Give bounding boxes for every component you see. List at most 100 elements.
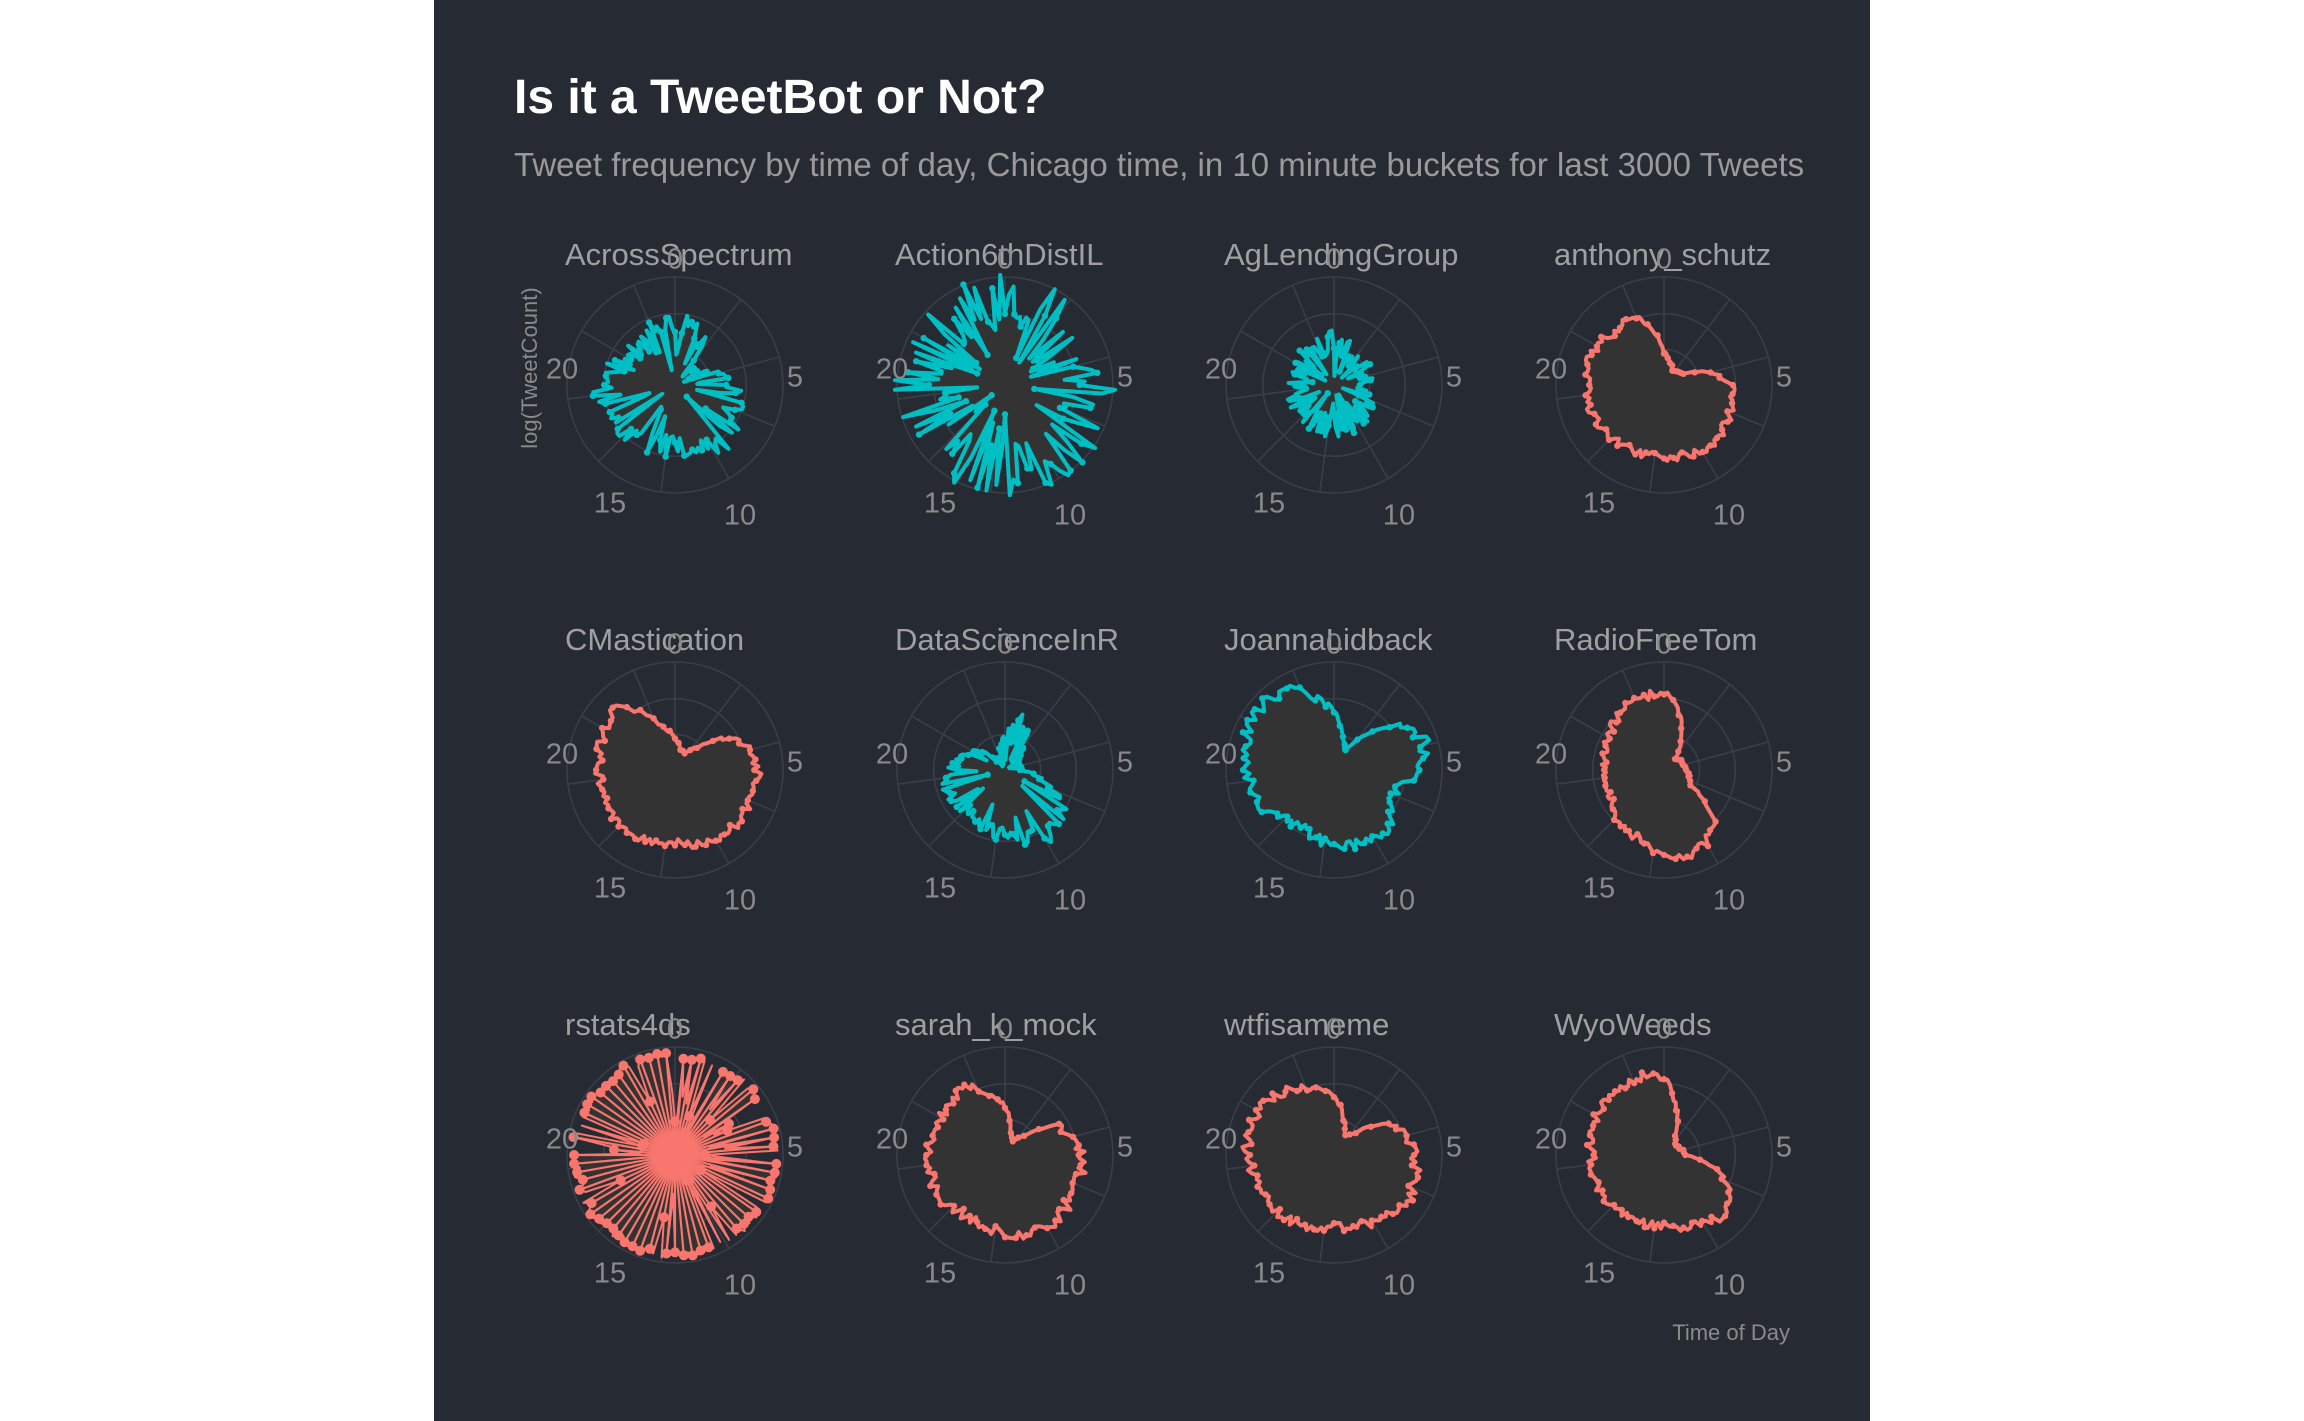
x-tick-label: 0 — [1326, 1014, 1342, 1046]
series-stem — [579, 1153, 676, 1191]
series-point — [1644, 321, 1651, 328]
series-point — [1675, 712, 1682, 719]
series-point — [1001, 310, 1009, 318]
series-point — [1609, 806, 1617, 813]
series-point — [937, 1201, 944, 1208]
x-tick-label: 0 — [1656, 244, 1672, 276]
series-point — [1622, 699, 1629, 707]
series-point — [970, 807, 977, 815]
series-point — [946, 789, 953, 797]
series-point — [1254, 1172, 1261, 1179]
series-stem — [673, 1058, 685, 1156]
series-point — [1321, 835, 1329, 842]
series-point — [1386, 724, 1393, 731]
series-point — [643, 1052, 654, 1063]
series-area — [1242, 1085, 1421, 1231]
series-point — [1664, 354, 1671, 362]
series-point — [1023, 1232, 1030, 1239]
series-point — [1631, 694, 1638, 702]
series-point — [960, 340, 967, 347]
series-stem — [674, 1153, 771, 1191]
series-stem — [631, 1154, 676, 1247]
series-point — [1716, 374, 1723, 381]
series-stem — [674, 1127, 774, 1157]
series-point — [923, 1151, 930, 1159]
series-point — [1409, 1197, 1417, 1204]
chart-title: Is it a TweetBot or Not? — [514, 71, 1047, 124]
facet-label: AcrossSpectrum — [565, 237, 792, 272]
series-point — [1590, 1111, 1597, 1118]
series-point — [582, 1099, 593, 1110]
series-point — [949, 759, 956, 767]
series-point — [1688, 1219, 1696, 1226]
series-stem — [674, 1153, 777, 1165]
series-point — [1614, 442, 1621, 449]
series-point — [1641, 840, 1648, 847]
series-point — [923, 1141, 930, 1148]
series-point — [1251, 706, 1258, 713]
series-point — [1067, 467, 1074, 474]
series-point — [604, 794, 611, 802]
series-point — [994, 1096, 1001, 1103]
series-point — [1284, 813, 1291, 820]
series-point — [933, 1191, 940, 1198]
facet-label: anthony_schutz — [1554, 237, 1771, 272]
series-point — [1031, 385, 1038, 393]
series-point — [1396, 1202, 1403, 1209]
series-point — [962, 398, 970, 405]
series-point — [663, 314, 670, 322]
x-tick-label: 0 — [1326, 629, 1342, 661]
series-point — [1293, 391, 1300, 399]
series-point — [768, 1123, 779, 1134]
x-tick-label: 0 — [667, 1014, 683, 1046]
x-tick-label: 5 — [1446, 747, 1462, 779]
x-tick-label: 0 — [997, 629, 1013, 661]
series-point — [693, 744, 701, 752]
series-stem — [598, 1154, 676, 1220]
series-point — [1386, 798, 1393, 806]
series-point — [1247, 789, 1254, 796]
series-stem — [673, 1154, 710, 1248]
series-point — [1693, 845, 1700, 852]
series-area — [1601, 690, 1716, 860]
x-tick-label: 10 — [1383, 885, 1415, 917]
x-tick-label: 5 — [1446, 362, 1462, 394]
series-point — [722, 1125, 733, 1136]
series-point — [925, 381, 933, 389]
facets-layer: AcrossSpectrum05101520Action6thDistIL051… — [546, 237, 1792, 1302]
facet-label: WyoWeeds — [1554, 1007, 1712, 1042]
series-point — [1668, 1090, 1676, 1097]
series-point — [702, 841, 710, 849]
series-point — [769, 1167, 780, 1178]
series-point — [1625, 827, 1633, 835]
series-point — [1017, 323, 1024, 330]
series-point — [657, 328, 664, 335]
series-point — [1055, 1120, 1063, 1128]
series-point — [1301, 1221, 1309, 1228]
series-point — [1713, 434, 1721, 442]
series-stem — [612, 1154, 676, 1230]
series-point — [1622, 1085, 1629, 1092]
series-point — [661, 842, 669, 850]
series-point — [1252, 1106, 1260, 1114]
x-tick-label: 0 — [667, 244, 683, 276]
series-point — [670, 1247, 680, 1258]
series-point — [589, 392, 597, 399]
series-point — [1603, 426, 1610, 433]
series-point — [690, 370, 698, 378]
series-point — [1309, 345, 1317, 352]
series-point — [1069, 1133, 1077, 1141]
series-point — [606, 408, 613, 416]
series-point — [974, 1218, 981, 1226]
series-point — [761, 1116, 772, 1127]
y-axis-label: log(TweetCount) — [517, 287, 542, 448]
series-point — [1651, 693, 1658, 700]
series-point — [1251, 1162, 1258, 1169]
series-point — [569, 1150, 580, 1160]
series-point — [1239, 729, 1247, 736]
series-stem — [674, 1120, 767, 1157]
series-area — [595, 705, 762, 848]
series-point — [1312, 1084, 1320, 1091]
